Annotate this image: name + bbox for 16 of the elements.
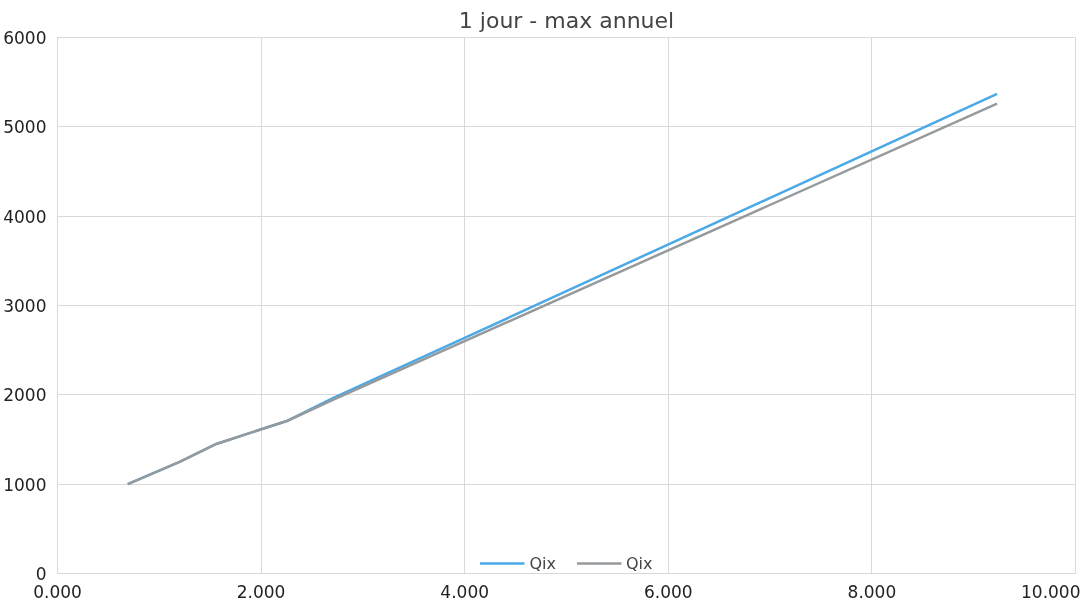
- y-tick-label: 3000: [3, 296, 47, 316]
- y-tick-label: 4000: [3, 206, 47, 227]
- x-tick-label: 6.000: [643, 581, 693, 602]
- chart-title: 1 jour - max annuel: [458, 7, 675, 33]
- x-tick-label: 0.000: [33, 581, 82, 602]
- y-tick-label: 1000: [3, 474, 47, 495]
- legend-label: Qix: [529, 553, 556, 573]
- y-tick-label: 6000: [3, 28, 47, 48]
- y-tick-label: 0: [35, 564, 47, 584]
- x-tick-label: 10.000: [1021, 581, 1081, 602]
- x-tick-label: 8.000: [847, 581, 897, 602]
- x-tick-label: 2.000: [236, 581, 286, 602]
- x-tick-label: 4.000: [440, 581, 490, 602]
- y-tick-label: 5000: [3, 117, 47, 138]
- legend-label: Qix: [626, 553, 653, 573]
- y-tick-label: 2000: [3, 385, 47, 406]
